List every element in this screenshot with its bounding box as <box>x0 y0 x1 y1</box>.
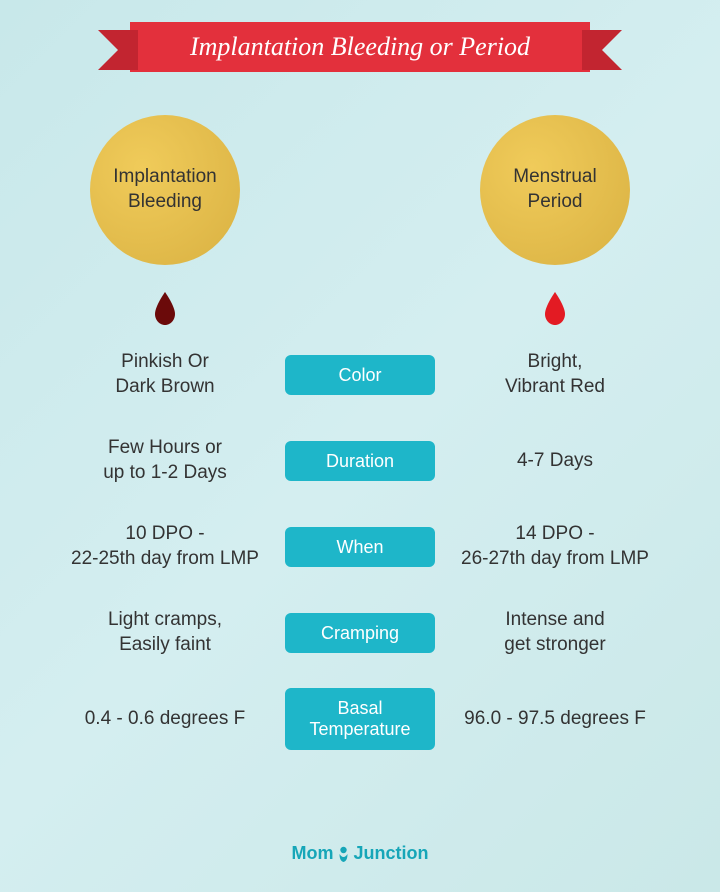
title-banner: Implantation Bleeding or Period <box>90 22 630 72</box>
circle-menstrual: MenstrualPeriod <box>480 115 630 265</box>
row-cramping: Light cramps,Easily faint Cramping Inten… <box>0 603 720 663</box>
left-value: Few Hours orup to 1-2 Days <box>45 436 285 485</box>
right-value: Intense andget stronger <box>435 608 675 657</box>
right-value: 4-7 Days <box>435 449 675 474</box>
left-value: Light cramps,Easily faint <box>45 608 285 657</box>
brand-pre: Mom <box>292 843 334 864</box>
brand-baby-icon <box>336 845 352 863</box>
circle-implantation: ImplantationBleeding <box>90 115 240 265</box>
category-pill: Duration <box>285 441 435 482</box>
drop-icon-right <box>542 292 568 326</box>
drop-icon-left <box>152 292 178 326</box>
category-pill: Color <box>285 355 435 396</box>
left-value: Pinkish OrDark Brown <box>45 350 285 399</box>
right-value: 96.0 - 97.5 degrees F <box>435 707 675 732</box>
category-pill: BasalTemperature <box>285 688 435 749</box>
left-value: 0.4 - 0.6 degrees F <box>45 707 285 732</box>
circle-right-label: MenstrualPeriod <box>513 165 596 214</box>
brand-logo: Mom Junction <box>292 843 429 864</box>
comparison-rows: Pinkish OrDark Brown Color Bright,Vibran… <box>0 345 720 775</box>
row-basal-temp: 0.4 - 0.6 degrees F BasalTemperature 96.… <box>0 689 720 749</box>
row-duration: Few Hours orup to 1-2 Days Duration 4-7 … <box>0 431 720 491</box>
category-pill: Cramping <box>285 613 435 654</box>
right-value: Bright,Vibrant Red <box>435 350 675 399</box>
category-pill: When <box>285 527 435 568</box>
left-value: 10 DPO -22-25th day from LMP <box>45 522 285 571</box>
circle-left-label: ImplantationBleeding <box>113 165 217 214</box>
right-value: 14 DPO -26-27th day from LMP <box>435 522 675 571</box>
row-when: 10 DPO -22-25th day from LMP When 14 DPO… <box>0 517 720 577</box>
brand-post: Junction <box>354 843 429 864</box>
title-text: Implantation Bleeding or Period <box>130 22 590 72</box>
row-color: Pinkish OrDark Brown Color Bright,Vibran… <box>0 345 720 405</box>
